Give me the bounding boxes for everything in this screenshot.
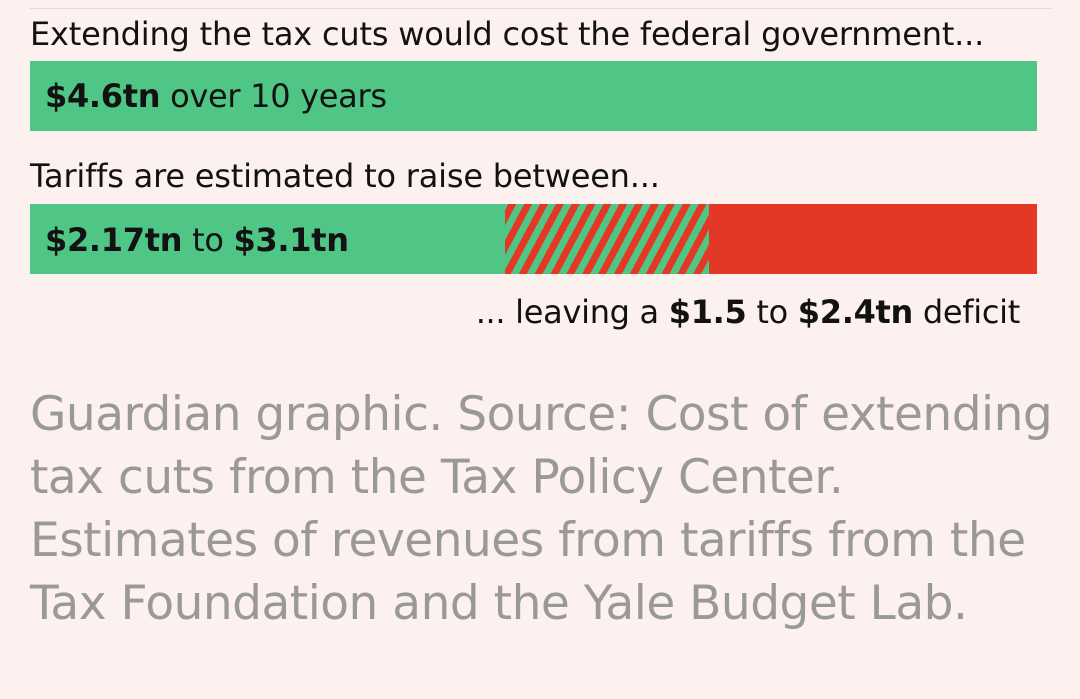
cost-heading: Extending the tax cuts would cost the fe…	[30, 15, 985, 53]
top-divider	[30, 8, 1052, 9]
cost-bar-label: $4.6tn over 10 years	[45, 61, 387, 131]
tariff-low-label: $2.17tn	[45, 221, 183, 259]
deficit-low-label: $1.5	[668, 293, 747, 331]
tariff-range-connector: to	[182, 221, 234, 259]
tariffs-heading: Tariffs are estimated to raise between..…	[30, 157, 660, 195]
deficit-annotation: ... leaving a $1.5 to $2.4tn deficit	[475, 292, 1021, 332]
deficit-high-label: $2.4tn	[797, 293, 914, 331]
deficit-suffix: deficit	[913, 293, 1020, 331]
tariff-bar-label: $2.17tn to $3.1tn	[45, 204, 349, 274]
cost-bar: $4.6tn over 10 years	[30, 61, 1037, 131]
tariff-high-label: $3.1tn	[233, 221, 349, 259]
cost-value-label: $4.6tn	[45, 77, 161, 115]
tariff-revenue-range-segment	[505, 204, 709, 274]
deficit-connector: to	[746, 293, 798, 331]
deficit-prefix: ... leaving a	[475, 293, 669, 331]
tariff-bar: $2.17tn to $3.1tn	[30, 204, 1037, 274]
source-note: Guardian graphic. Source: Cost of extend…	[30, 387, 1053, 631]
cost-period-label: over 10 years	[160, 77, 387, 115]
tariff-revenue-low-segment	[30, 204, 506, 274]
